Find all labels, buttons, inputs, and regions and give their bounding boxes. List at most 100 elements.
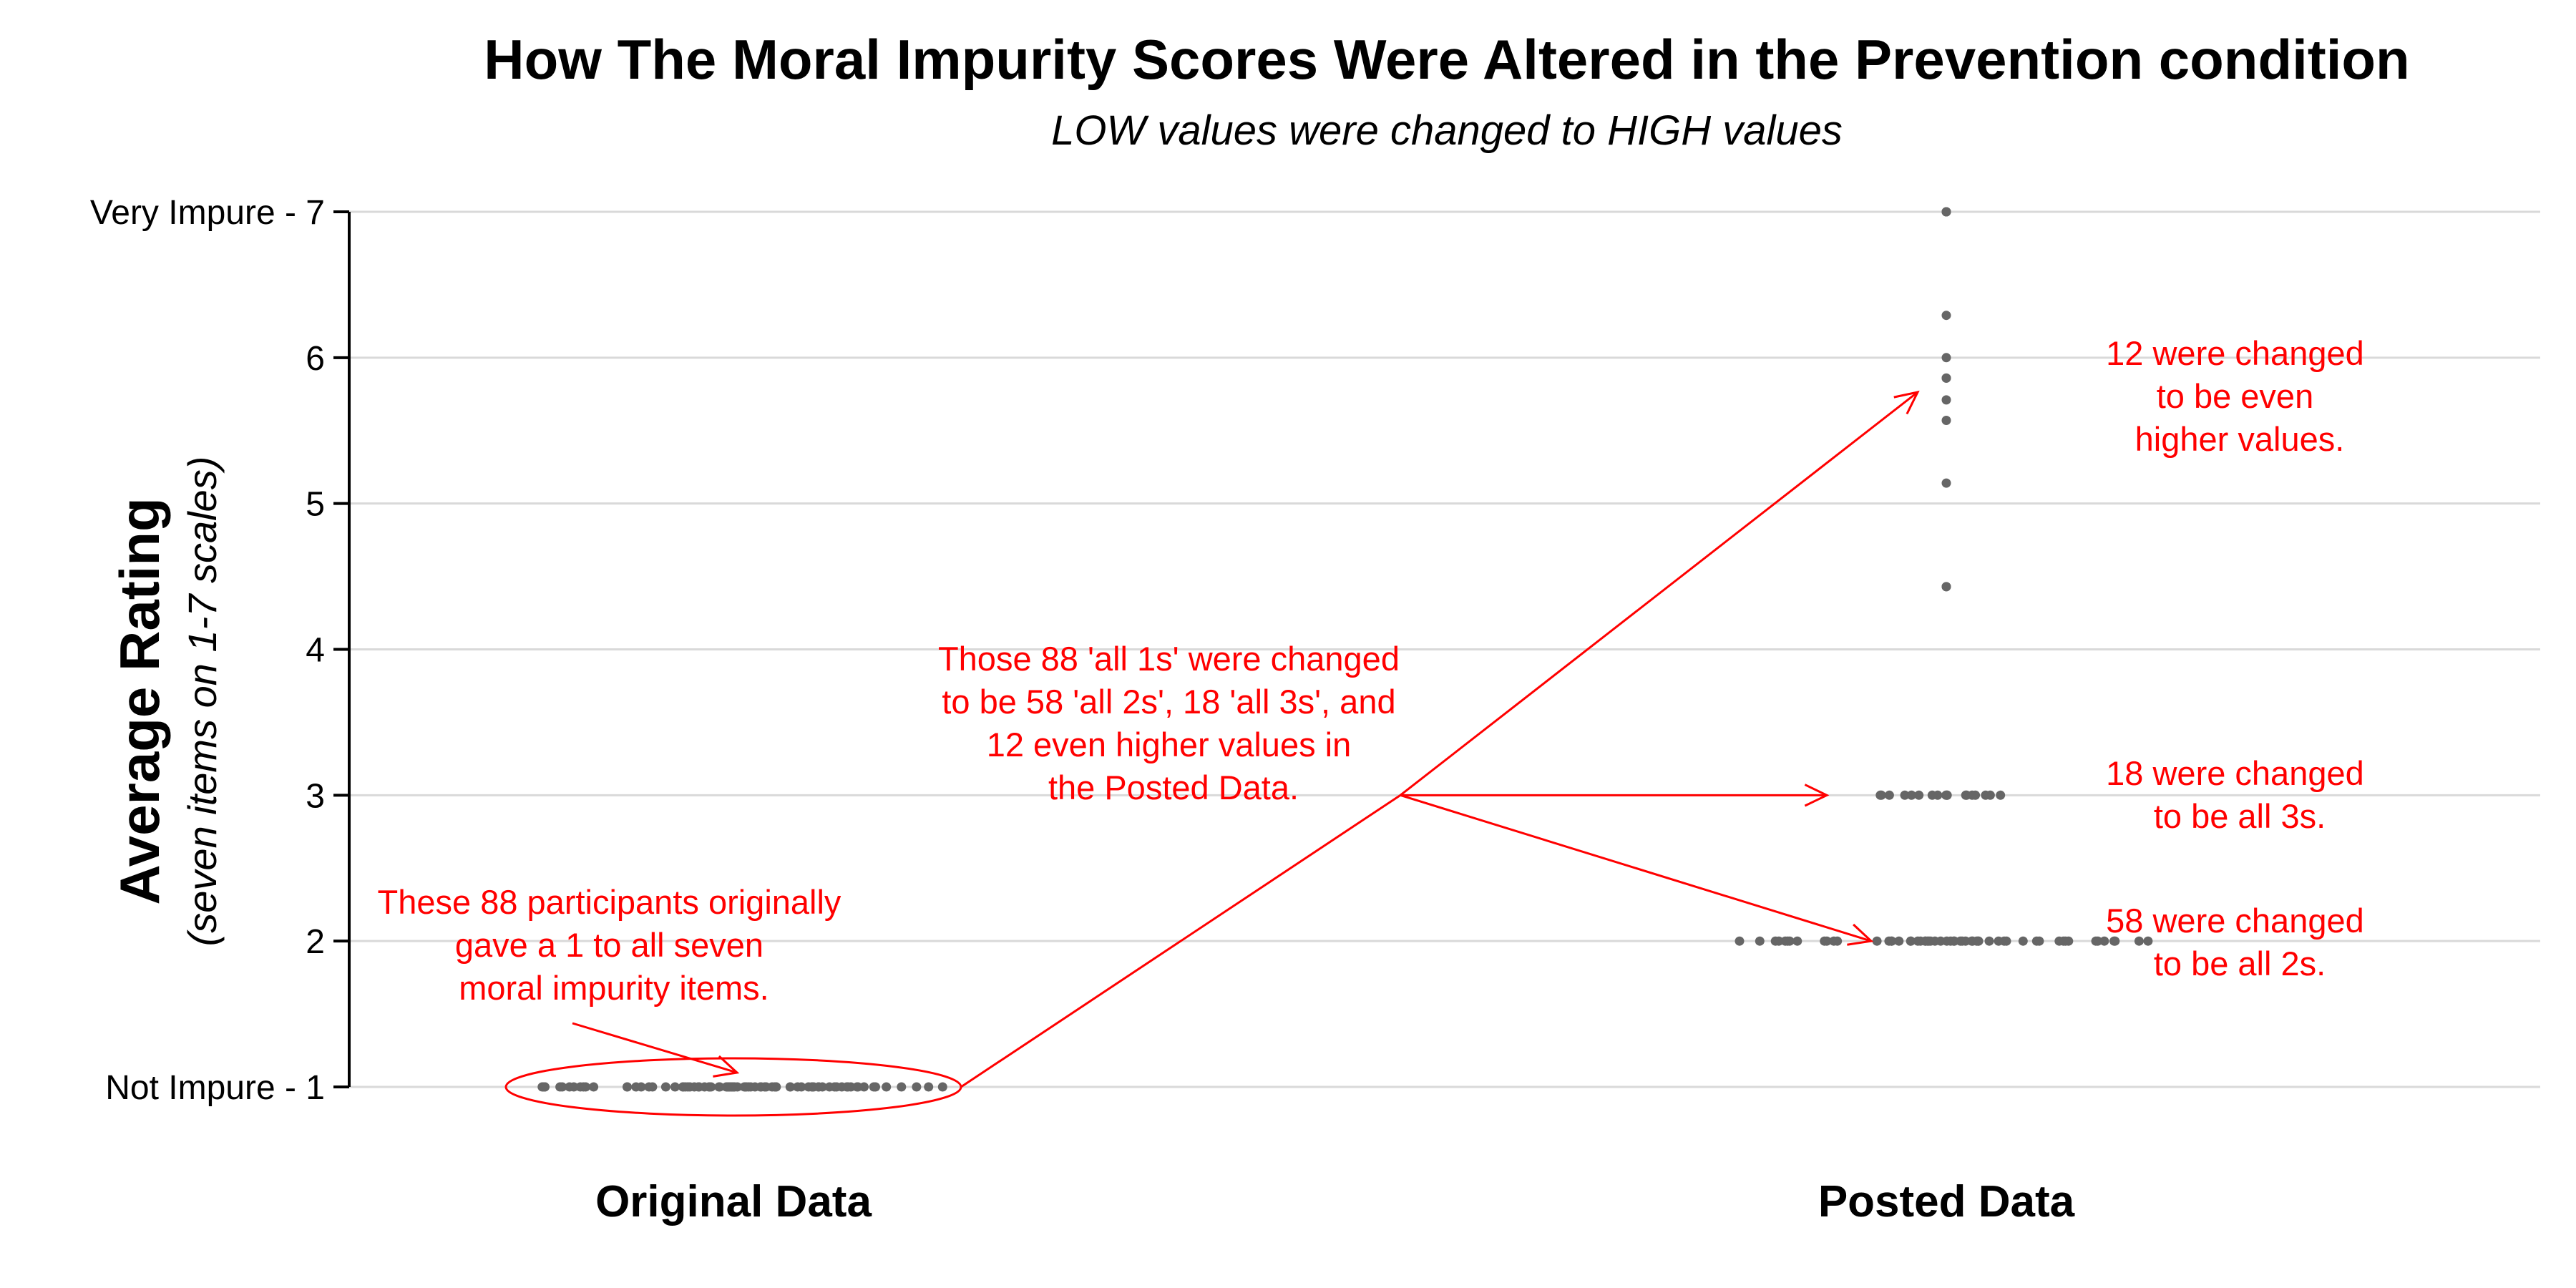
annotation-threes-line-2: to be all 3s. — [2154, 797, 2326, 835]
annotation-middle-line-4: the Posted Data. — [1048, 769, 1299, 806]
data-point — [557, 1082, 567, 1092]
data-point — [771, 1082, 781, 1092]
data-point — [1981, 790, 1991, 800]
data-point — [1941, 790, 1951, 800]
data-point — [1941, 395, 1951, 405]
annotation-middle-line-3: 12 even higher values in — [987, 726, 1352, 763]
annotation-threes: 18 were changed to be all 3s. — [2106, 754, 2373, 835]
data-point — [2143, 936, 2153, 946]
annotation-higher-line-3: higher values. — [2135, 420, 2345, 458]
data-point — [575, 1082, 585, 1092]
annotation-original: These 88 participants originally gave a … — [378, 883, 851, 1007]
data-point — [924, 1082, 934, 1092]
data-point — [796, 1082, 806, 1092]
y-tick-label: 2 — [306, 923, 325, 961]
data-point — [2001, 936, 2011, 946]
data-point — [1957, 936, 1967, 946]
data-point — [937, 1082, 947, 1092]
annotation-twos: 58 were changed to be all 2s. — [2106, 902, 2373, 982]
data-point — [809, 1082, 819, 1092]
data-point — [538, 1082, 548, 1092]
data-point — [1972, 936, 1981, 946]
annotation-middle: Those 88 'all 1s' were changed to be 58 … — [938, 640, 1409, 806]
annotation-higher-line-1: 12 were changed — [2106, 334, 2364, 372]
data-point — [1942, 936, 1952, 946]
data-point — [1941, 478, 1951, 488]
data-point — [1894, 936, 1904, 946]
arrow-to-twos — [1400, 794, 1872, 942]
annotation-twos-line-1: 58 were changed — [2106, 902, 2364, 940]
data-point — [694, 1082, 704, 1092]
data-point — [842, 1082, 852, 1092]
data-point — [1735, 936, 1745, 946]
data-point — [1900, 790, 1910, 800]
data-point — [741, 1082, 751, 1092]
x-label-posted: Posted Data — [1818, 1177, 2075, 1226]
data-point — [1887, 936, 1897, 946]
y-tick-labels: Very Impure - 7 6 5 4 3 2 Not Impure - 1 — [90, 194, 325, 1107]
arrow-to-original-head — [713, 1055, 740, 1078]
data-point — [1941, 373, 1951, 383]
data-point — [912, 1082, 922, 1092]
data-point — [715, 1082, 725, 1092]
data-point — [1914, 790, 1924, 800]
arrow-to-higher-head — [1893, 390, 1920, 415]
data-point — [1833, 936, 1843, 946]
data-point — [1996, 790, 2006, 800]
arrow-to-higher — [1400, 391, 1918, 796]
annotation-middle-line-2: to be 58 'all 2s', 18 'all 3s', and — [942, 683, 1395, 721]
data-point — [2054, 936, 2064, 946]
data-point — [1792, 936, 1802, 946]
data-point — [1971, 790, 1981, 800]
arrow-to-original — [572, 1022, 738, 1074]
data-point — [853, 1082, 863, 1092]
annotation-arrows — [504, 390, 1920, 1117]
y-tick-label: 5 — [306, 486, 325, 524]
data-point — [2134, 936, 2144, 946]
data-point — [1884, 790, 1894, 800]
data-point — [817, 1082, 827, 1092]
data-point — [1822, 936, 1832, 946]
data-point — [724, 1082, 734, 1092]
data-point — [1906, 790, 1916, 800]
data-point — [589, 1082, 599, 1092]
data-point — [882, 1082, 892, 1092]
annotation-twos-line-2: to be all 2s. — [2154, 945, 2326, 982]
annotation-original-line-2: gave a 1 to all seven — [455, 926, 763, 964]
data-point — [565, 1082, 575, 1092]
data-point — [1872, 936, 1882, 946]
y-tick-label: 4 — [306, 632, 325, 670]
data-point — [2018, 936, 2028, 946]
data-point — [1941, 582, 1951, 592]
data-point — [636, 1082, 646, 1092]
data-point — [1941, 416, 1951, 425]
data-point — [756, 1082, 766, 1092]
arrow-to-twos-head — [1847, 923, 1874, 946]
data-point — [1927, 790, 1937, 800]
data-point — [2091, 936, 2101, 946]
data-point — [1941, 311, 1951, 321]
annotation-threes-line-1: 18 were changed — [2106, 754, 2364, 792]
data-point — [623, 1082, 633, 1092]
data-point — [1785, 936, 1795, 946]
data-point — [2109, 936, 2119, 946]
data-point — [2031, 936, 2041, 946]
x-label-original: Original Data — [595, 1177, 872, 1226]
data-point — [2099, 936, 2109, 946]
data-point — [1961, 790, 1971, 800]
y-tick-label: 3 — [306, 777, 325, 815]
data-point — [1755, 936, 1765, 946]
data-point — [897, 1082, 907, 1092]
chart-subtitle: LOW values were changed to HIGH values — [1051, 107, 1843, 154]
annotation-higher-line-2: to be even — [2157, 377, 2314, 415]
data-point — [1774, 936, 1784, 946]
arrow-from-original — [960, 794, 1401, 1088]
y-tick-label: 6 — [306, 340, 325, 378]
data-point — [644, 1082, 654, 1092]
annotation-higher: 12 were changed to be even higher values… — [2106, 334, 2373, 458]
data-point — [1875, 790, 1885, 800]
y-tick-label: Very Impure - 7 — [90, 194, 325, 232]
y-axis-sublabel: (seven items on 1-7 scales) — [180, 457, 225, 947]
data-points — [537, 207, 2153, 1092]
